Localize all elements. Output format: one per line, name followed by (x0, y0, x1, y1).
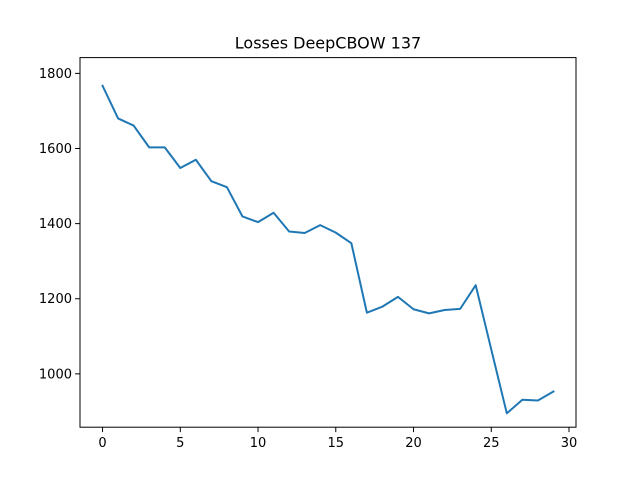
y-axis: 1000 1200 1400 1600 1800 (39, 67, 80, 382)
y-tick-label: 1200 (39, 292, 72, 307)
x-axis: 0 5 10 15 20 25 30 (98, 427, 577, 451)
plot-frame (79, 57, 577, 428)
y-tick-label: 1400 (39, 217, 72, 232)
series-layer (101, 84, 555, 415)
x-tick-label: 5 (176, 436, 184, 451)
y-tick-label: 1600 (39, 142, 72, 157)
x-tick-label: 10 (250, 436, 267, 451)
x-tick-label: 15 (328, 436, 345, 451)
y-tick-label: 1800 (39, 67, 72, 82)
x-tick-label: 25 (483, 436, 500, 451)
x-tick-label: 0 (98, 436, 106, 451)
y-tick-label: 1000 (39, 367, 72, 382)
series-line (101, 84, 555, 415)
x-tick-label: 20 (405, 436, 422, 451)
chart-title: Losses DeepCBOW 137 (235, 34, 421, 53)
x-tick-label: 30 (561, 436, 578, 451)
